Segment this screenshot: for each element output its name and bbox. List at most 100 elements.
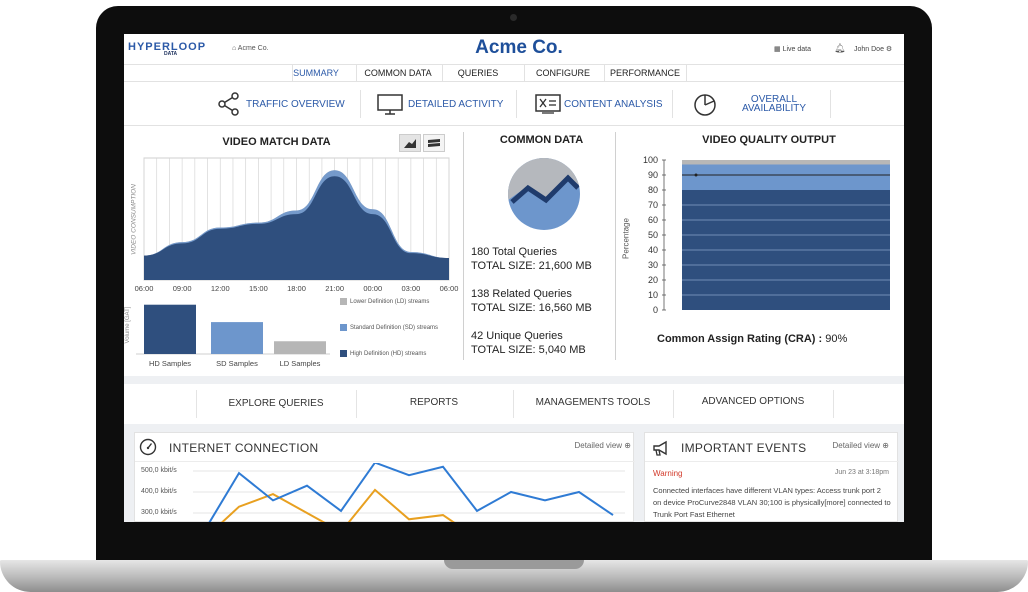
legend-swatch [340,350,347,357]
stat-line: TOTAL SIZE: 5,040 MB [471,344,586,356]
nav-configure[interactable]: CONFIGURE [536,68,590,78]
nav-common-data[interactable]: COMMON DATA [364,68,432,78]
card-divider [135,461,635,462]
speedometer-icon [139,438,157,456]
monitor-icon [377,94,403,115]
common-data-pie [508,158,580,230]
pie-trend-line [510,174,580,204]
sub-nav: TRAFFIC OVERVIEW DETAILED ACTIVITY CONTE… [124,82,904,126]
nav-summary[interactable]: SUMMARY [293,68,339,78]
action-bar: EXPLORE QUERIES REPORTS MANAGEMENTS TOOL… [124,384,904,424]
x-tick-label: 18:00 [287,284,306,293]
event-date: Jun 23 at 3:18pm [834,469,889,476]
volume-axis: Volume [GAT] [124,296,134,376]
legend-label: Lower Definition (LD) streams [350,299,430,305]
quality-tick-label: 10 [648,290,658,300]
advanced-options-button[interactable]: ADVANCED OPTIONS [701,396,805,407]
events-detailed-view-link[interactable]: Detailed view ⊕ [832,441,889,450]
important-events-title: IMPORTANT EVENTS [681,441,807,455]
legend-swatch [340,298,347,305]
calendar-icon: ▦ [774,46,783,53]
cra-label: Common Assign Rating (CRA) : [657,333,823,345]
card-divider [645,461,899,462]
webcam [510,14,517,21]
video-consumption-chart: 06:00 09:00 12:00 15:00 18:00 21:00 00:00 03:00… [135,157,458,293]
legend-swatch [340,324,347,331]
user-name: John Doe [854,46,884,53]
management-tools-button[interactable]: MANAGEMENTS TOOLS [535,397,651,408]
legend-label: High Definition (HD) streams [350,351,427,357]
subnav-divider [360,90,361,118]
legend-hd: High Definition (HD) streams [340,350,440,358]
bell-icon[interactable]: 🔔︎ [834,43,846,53]
stat-line: TOTAL SIZE: 16,560 MB [471,302,592,314]
nav-divider [442,65,443,83]
live-data-link[interactable]: ▦ Live data [774,45,811,53]
action-divider [673,390,674,418]
subnav-label: CONTENT ANALYSIS [564,98,663,110]
nav-performance[interactable]: PERFORMANCE [609,68,680,78]
stat-unique: 42 Unique Queries TOTAL SIZE: 5,040 MB [471,329,586,357]
quality-tick-label: 30 [648,260,658,270]
x-tick-label: 06:00 [135,284,154,293]
nav-queries[interactable]: QUERIES [457,68,499,78]
area-view-button[interactable] [399,134,421,152]
nav-divider [356,65,357,83]
home-link[interactable]: ⌂ Acme Co. [232,45,269,52]
bar-0 [144,304,196,354]
main-nav: SUMMARY COMMON DATA QUERIES CONFIGURE PE… [124,64,904,83]
quality-tick-label: 20 [648,275,658,285]
x-tick-label: 03:00 [401,284,420,293]
cra-rating: Common Assign Rating (CRA) : 90% [657,333,847,345]
share-icon [218,92,239,116]
nav-divider [686,65,687,83]
subnav-detailed-activity[interactable]: DETAILED ACTIVITY [376,82,503,126]
subnav-divider [672,90,673,118]
detailed-view-label: Detailed view [832,441,881,450]
explore-queries-button[interactable]: EXPLORE QUERIES [228,398,324,409]
subnav-traffic-overview[interactable]: TRAFFIC OVERVIEW [216,82,345,126]
quality-tick-label: 50 [648,230,658,240]
nav-divider [524,65,525,83]
volume-label: Volume [GAT] [125,306,131,344]
internet-detailed-view-link[interactable]: Detailed view ⊕ [574,441,631,450]
plus-circle-icon: ⊕ [622,441,631,450]
stat-line: 180 Total Queries [471,246,558,258]
brand-title: Acme Co. [475,37,563,58]
video-match-title: VIDEO MATCH DATA [222,136,331,148]
x-tick-label: 12:00 [211,284,230,293]
cra-value: 90% [825,333,848,345]
home-label: Acme Co. [237,45,269,52]
user-menu[interactable]: John Doe ⚙ [854,45,892,53]
stacked-view-button[interactable] [423,134,445,152]
app-header: HYPERLOOP DATA ⌂ Acme Co. Acme Co. ▦ Liv… [124,34,904,64]
subnav-overall-availability[interactable]: OVERALL AVAILABILITY [692,82,808,126]
quality-tick-label: 70 [648,200,658,210]
x-tick-label: 15:00 [249,284,268,293]
gear-icon: ⚙ [883,46,893,53]
common-data-title: COMMON DATA [499,134,584,146]
samples-bar-chart: HD Samples SD Samples LD Samples [136,304,330,368]
bar-1 [211,322,263,354]
quality-segment-1 [682,164,890,190]
subnav-content-analysis[interactable]: CONTENT ANALYSIS [534,82,663,126]
pie-slice-1 [508,158,580,200]
action-divider [356,390,357,418]
reports-button[interactable]: REPORTS [409,397,459,408]
quality-tick-label: 100 [643,155,658,165]
y-tick-label: 300,0 kbit/s [141,509,177,516]
y-tick-label: 500,0 kbit/s [141,467,177,474]
reference-marker [694,173,698,177]
x-tick-label: 09:00 [173,284,192,293]
x-tick-label: 21:00 [325,284,344,293]
internet-connection-card: INTERNET CONNECTION Detailed view ⊕ 500,… [134,432,635,522]
video-quality-chart: 0 10 20 30 40 50 60 70 80 90 100 [643,155,890,315]
percentage-axis: Percentage [620,218,632,259]
logo-sub: DATA [164,51,178,57]
formula-screen-icon [535,94,561,114]
bar-label: LD Samples [280,359,321,368]
quality-tick-label: 60 [648,215,658,225]
quality-tick-label: 90 [648,170,658,180]
important-events-card: IMPORTANT EVENTS Detailed view ⊕ Warning… [644,432,899,522]
screen: HYPERLOOP DATA ⌂ Acme Co. Acme Co. ▦ Liv… [124,34,904,522]
